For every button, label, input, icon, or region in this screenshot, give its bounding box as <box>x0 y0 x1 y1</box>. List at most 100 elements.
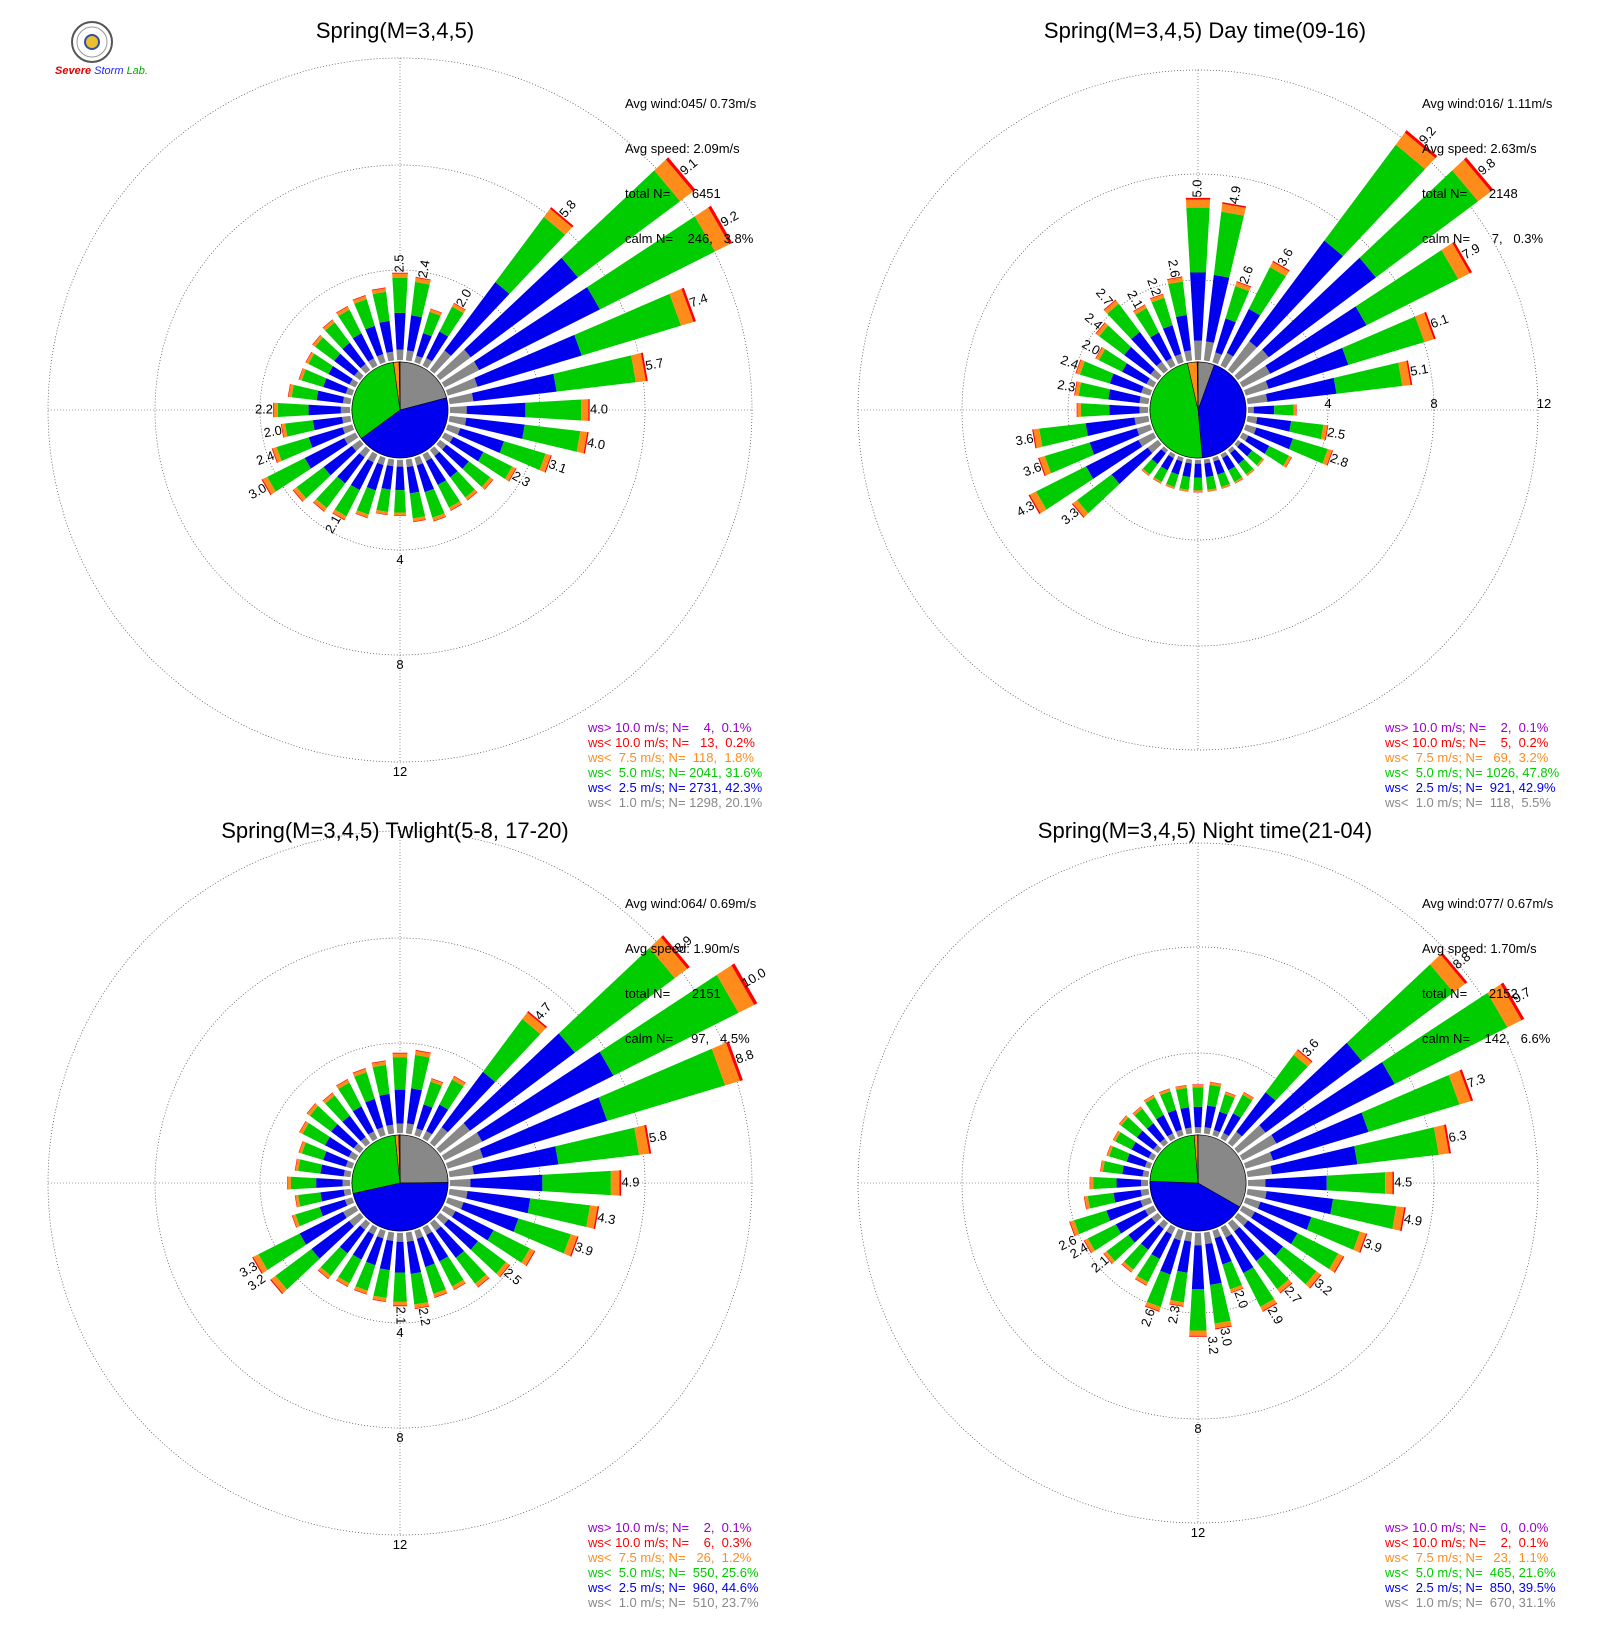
sector-bar-segment <box>439 1079 464 1110</box>
sector-bar-segment <box>1234 1227 1265 1262</box>
legend-entry: ws> 10.0 m/s; N= 4, 0.1% <box>588 720 752 735</box>
sector-bar-segment <box>496 1262 510 1277</box>
sector-bar-segment <box>262 476 276 495</box>
sector-bar-segment <box>322 319 333 329</box>
sector-bar-segment <box>444 282 510 356</box>
legend-entry: ws< 2.5 m/s; N= 960, 44.6% <box>588 1580 759 1595</box>
sector-value-label: 4.5 <box>1394 1174 1412 1189</box>
sector-bar-segment <box>305 351 312 363</box>
sector-bar-segment <box>453 302 466 311</box>
sector-bar-segment <box>1133 304 1147 315</box>
sector-bar-segment <box>1430 954 1466 993</box>
sector-bar-segment <box>422 1224 433 1236</box>
sector-bar-segment <box>1305 1271 1321 1288</box>
sector-bar-segment <box>291 384 319 401</box>
sector-bar-segment <box>1306 1217 1361 1250</box>
sector-bar-segment <box>1146 1123 1165 1143</box>
sector-bar-segment <box>1215 1325 1232 1330</box>
sector-bar-segment <box>1039 423 1088 447</box>
sector-bar-segment <box>1153 466 1168 482</box>
sector-bar-segment <box>372 291 390 323</box>
sector-bar-segment <box>1152 477 1162 484</box>
sector-bar-segment <box>392 277 408 313</box>
sector-bar-segment <box>1193 340 1203 361</box>
sector-bar-segment <box>1212 1129 1220 1138</box>
sector-bar-segment <box>1121 1261 1134 1273</box>
ring-label: 12 <box>393 764 407 779</box>
sector-bar-segment <box>495 216 566 294</box>
sector-bar-segment <box>299 1120 307 1133</box>
sector-bar-segment <box>299 1141 306 1154</box>
sector-bar-segment <box>694 207 730 252</box>
sector-bar-segment <box>1271 1062 1395 1144</box>
sector-bar-segment <box>422 357 433 369</box>
sector-bar-segment <box>1108 389 1141 404</box>
ring-3 <box>857 842 1539 1524</box>
sector-bar-segment <box>352 295 366 301</box>
sector-bar-segment <box>316 476 346 509</box>
sector-bar-segment <box>444 1219 478 1250</box>
sector-bar-segment <box>1106 1200 1143 1221</box>
sector-bar-segment <box>553 355 636 392</box>
sector-bar-segment <box>426 1104 449 1135</box>
avg-wind: Avg wind:045/ 0.73m/s <box>625 96 757 111</box>
sector-bar-segment <box>1246 1188 1267 1199</box>
sector-bar-segment <box>631 353 646 383</box>
sector-bar-segment <box>299 1211 347 1245</box>
sector-bar-segment <box>291 1215 297 1228</box>
sector-bar-segment <box>415 277 431 285</box>
sector-bar-segment <box>1141 386 1153 396</box>
sector-bar-segment <box>406 466 420 494</box>
sector-bar-segment <box>394 312 406 350</box>
sector-bar-segment <box>1158 1088 1170 1093</box>
legend-entry: ws> 10.0 m/s; N= 2, 0.1% <box>1385 720 1549 735</box>
sector-bar-segment <box>441 1205 456 1218</box>
sector-bar-segment <box>1203 341 1214 362</box>
sector-bar-segment <box>1170 1270 1188 1303</box>
sector-bar-segment <box>302 1123 330 1146</box>
sector-bar-segment <box>322 319 335 331</box>
sector-bar-segment <box>474 287 601 371</box>
sector-bar-segment <box>1246 393 1268 405</box>
sector-bar-segment <box>1213 1111 1228 1133</box>
sector-bar-segment <box>376 1127 386 1138</box>
sector-bar-segment <box>1222 455 1236 471</box>
sector-bar-segment <box>1215 318 1236 355</box>
sector-bar-segment <box>322 1092 333 1102</box>
sector-bar-segment <box>437 480 460 508</box>
sector-bar-segment <box>1146 378 1157 388</box>
sector-bar-segment <box>463 1033 575 1131</box>
sector-bar-segment <box>1153 1144 1162 1154</box>
sector-bar-segment <box>1272 260 1290 272</box>
sector-bar-segment <box>1289 438 1328 464</box>
windrose-chart: 4 8 125.0 4.92.63.69.29.87.96.15.12.52.84.3… <box>857 69 1551 751</box>
sector-bar-segment <box>1077 474 1120 514</box>
sector-bar-segment <box>334 353 359 376</box>
sector-bar-segment <box>1253 405 1275 415</box>
sector-bar-segment <box>411 1054 430 1091</box>
sector-bar-segment <box>1166 358 1176 369</box>
total-n: total N= 2151 <box>625 986 721 1001</box>
sector-bar-segment <box>392 1301 408 1306</box>
sector-bar-segment <box>1179 475 1191 490</box>
legend: ws> 10.0 m/s; N= 2, 0.1% ws< 10.0 m/s; N=… <box>588 1520 759 1610</box>
sector-bar-segment <box>415 1049 431 1054</box>
sector-bar-segment <box>1342 316 1425 365</box>
sector-bar-segment <box>1233 1094 1253 1118</box>
sector-bar-segment <box>439 1256 464 1287</box>
ring-3 <box>47 57 753 763</box>
sector-bar-segment <box>318 1267 331 1279</box>
sector-bar-segment <box>1080 403 1110 417</box>
sector-bar-segment <box>1289 420 1324 440</box>
sector-bar-segment <box>429 1127 448 1147</box>
sector-bar-segment <box>1179 488 1189 492</box>
sector-bar-segment <box>336 1078 348 1087</box>
ring-label: 8 <box>1430 396 1437 411</box>
sector-bar-segment <box>1249 240 1344 348</box>
sector-bar-segment <box>449 436 484 462</box>
sector-bar-segment <box>1207 488 1217 492</box>
sector-value-label: 5.0 <box>1189 179 1204 197</box>
sector-bar-segment <box>1247 1179 1266 1187</box>
sector-bar-segment <box>312 416 344 431</box>
sector-bar-segment <box>1176 315 1191 352</box>
